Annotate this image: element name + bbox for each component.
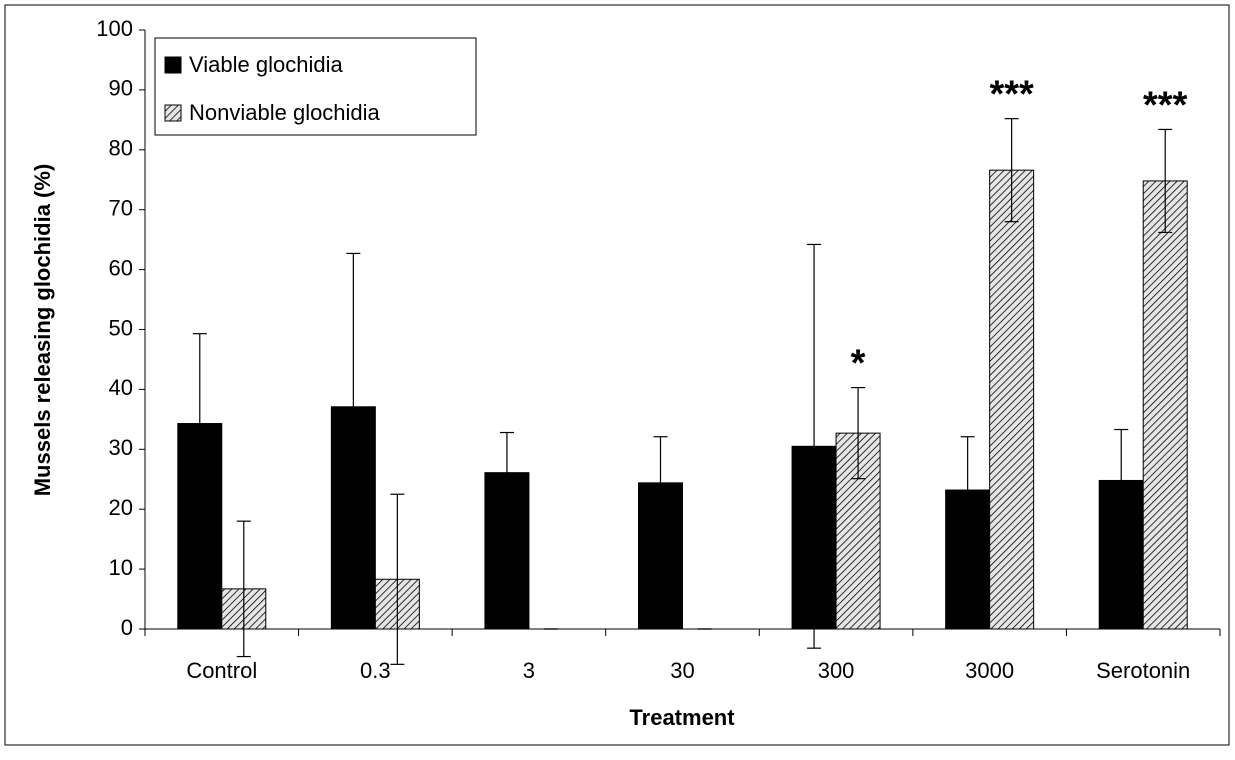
bar xyxy=(1142,180,1188,630)
error-bar xyxy=(192,333,207,514)
legend-label: Nonviable glochidia xyxy=(189,100,381,125)
x-tick-label: 300 xyxy=(818,658,855,683)
error-bar xyxy=(346,252,361,561)
x-tick-label: 3 xyxy=(523,658,535,683)
y-tick-label: 40 xyxy=(109,375,133,400)
error-bar xyxy=(851,387,866,480)
y-tick-label: 10 xyxy=(109,555,133,580)
x-tick-label: 0.3 xyxy=(360,658,391,683)
y-tick-label: 100 xyxy=(96,16,133,41)
error-bar xyxy=(960,436,975,544)
error-bar xyxy=(236,520,251,658)
legend-swatch xyxy=(164,56,182,74)
x-tick-label: Control xyxy=(186,658,257,683)
y-tick-label: 50 xyxy=(109,315,133,340)
x-tick-label: Serotonin xyxy=(1096,658,1190,683)
x-axis-title: Treatment xyxy=(629,705,735,730)
error-bar xyxy=(653,436,668,530)
annotation: *** xyxy=(989,74,1034,116)
error-bar xyxy=(1158,128,1173,234)
error-bar xyxy=(807,243,822,649)
y-tick-label: 20 xyxy=(109,495,133,520)
error-bar xyxy=(499,431,514,514)
y-tick-label: 90 xyxy=(109,76,133,101)
bar xyxy=(989,169,1035,630)
legend-box xyxy=(154,37,477,136)
y-tick-label: 60 xyxy=(109,255,133,280)
y-tick-label: 30 xyxy=(109,435,133,460)
y-tick-label: 70 xyxy=(109,196,133,221)
legend-swatch xyxy=(164,104,182,122)
y-tick-label: 0 xyxy=(121,615,133,640)
annotation: *** xyxy=(1143,84,1188,126)
error-bar xyxy=(1004,118,1019,223)
error-bar xyxy=(1114,428,1129,532)
x-tick-label: 30 xyxy=(670,658,694,683)
y-axis-title: Mussels releasing glochidia (%) xyxy=(30,164,55,497)
annotation: * xyxy=(851,343,866,385)
error-bar xyxy=(390,493,405,665)
x-tick-label: 3000 xyxy=(965,658,1014,683)
legend-label: Viable glochidia xyxy=(189,52,343,77)
y-tick-label: 80 xyxy=(109,136,133,161)
